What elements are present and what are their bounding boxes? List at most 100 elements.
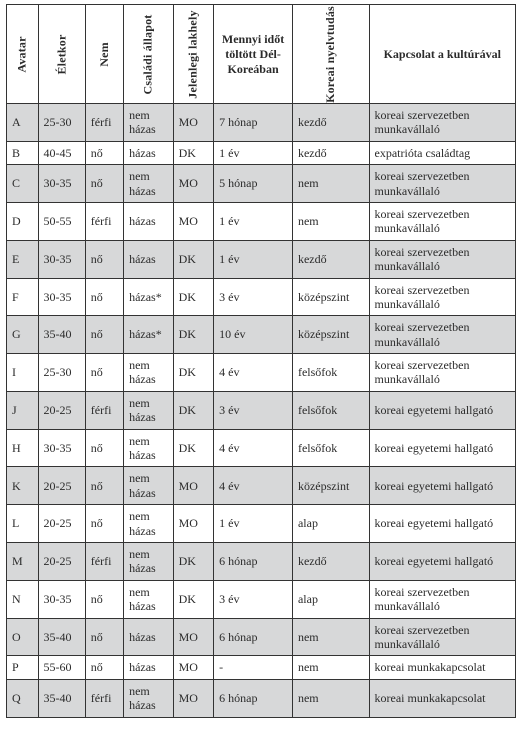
table-row: A25-30férfinem házasMO7 hónapkezdőkoreai… xyxy=(7,104,516,142)
table-cell: J xyxy=(7,391,39,429)
table-cell: nem xyxy=(292,165,369,203)
table-cell: felsőfok xyxy=(292,429,369,467)
table-row: M20-25férfinem házasDK6 hónapkezdőkoreai… xyxy=(7,542,516,580)
table-cell: 10 év xyxy=(214,316,293,354)
table-cell: 30-35 xyxy=(38,429,85,467)
column-header-label: Nem xyxy=(97,42,112,67)
table-cell: 3 év xyxy=(214,278,293,316)
table-cell: nem házas xyxy=(124,391,174,429)
table-cell: koreai szervezetben munkavállaló xyxy=(369,316,515,354)
table-cell: 55-60 xyxy=(38,656,85,679)
table-cell: nem házas xyxy=(124,542,174,580)
table-body: A25-30férfinem házasMO7 hónapkezdőkoreai… xyxy=(7,104,516,718)
table-cell: felsőfok xyxy=(292,391,369,429)
table-cell: H xyxy=(7,429,39,467)
table-cell: nem házas xyxy=(124,165,174,203)
table-cell: DK xyxy=(173,240,214,278)
table-cell: nő xyxy=(85,354,123,392)
table-cell: - xyxy=(214,656,293,679)
table-row: K20-25nőnem házasMO4 évközépszintkoreai … xyxy=(7,467,516,505)
table-cell: nem házas xyxy=(124,679,174,717)
table-cell: nő xyxy=(85,165,123,203)
data-table: AvatarÉletkor Nem Családi állapot Jelenlegi… xyxy=(6,4,516,718)
table-cell: nő xyxy=(85,505,123,543)
column-header-label: Kapcsolat a kultúrával xyxy=(375,45,510,64)
table-cell: kezdő xyxy=(292,240,369,278)
table-row: F30-35nőházas*DK3 évközépszintkoreai sze… xyxy=(7,278,516,316)
table-cell: koreai szervezetben munkavállaló xyxy=(369,202,515,240)
column-header-4: Jelenlegi lakhely xyxy=(173,5,214,104)
table-cell: 50-55 xyxy=(38,202,85,240)
table-cell: felsőfok xyxy=(292,354,369,392)
table-cell: koreai szervezetben munkavállaló xyxy=(369,354,515,392)
table-cell: MO xyxy=(173,679,214,717)
table-cell: 35-40 xyxy=(38,679,85,717)
table-cell: DK xyxy=(173,278,214,316)
header-row: AvatarÉletkor Nem Családi állapot Jelenlegi… xyxy=(7,5,516,104)
table-cell: 20-25 xyxy=(38,391,85,429)
table-cell: nem xyxy=(292,618,369,656)
table-row: H30-35nőnem házasDK4 évfelsőfokkoreai eg… xyxy=(7,429,516,467)
table-cell: koreai szervezetben munkavállaló xyxy=(369,240,515,278)
table-cell: 3 év xyxy=(214,391,293,429)
column-header-label: Családi állapot xyxy=(141,14,156,94)
column-header-7: Kapcsolat a kultúrával xyxy=(369,5,515,104)
table-cell: kezdő xyxy=(292,104,369,142)
column-header-6: Koreai nyelvtudás xyxy=(292,5,369,104)
table-cell: DK xyxy=(173,354,214,392)
table-cell: nem xyxy=(292,202,369,240)
table-cell: koreai egyetemi hallgató xyxy=(369,505,515,543)
table-cell: 6 hónap xyxy=(214,542,293,580)
table-cell: 1 év xyxy=(214,141,293,164)
column-header-2: Nem xyxy=(85,5,123,104)
table-cell: nő xyxy=(85,316,123,354)
column-header-label: Mennyi időt töltött Dél-Koreában xyxy=(219,30,287,79)
table-cell: férfi xyxy=(85,202,123,240)
table-cell: C xyxy=(7,165,39,203)
table-cell: házas xyxy=(124,240,174,278)
table-cell: 1 év xyxy=(214,240,293,278)
column-header-5: Mennyi időt töltött Dél-Koreában xyxy=(214,5,293,104)
page: AvatarÉletkor Nem Családi állapot Jelenlegi… xyxy=(0,0,522,738)
table-cell: MO xyxy=(173,104,214,142)
table-row: I25-30nőnem házasDK4 évfelsőfokkoreai sz… xyxy=(7,354,516,392)
table-cell: nő xyxy=(85,580,123,618)
table-cell: nem xyxy=(292,656,369,679)
table-cell: 1 év xyxy=(214,505,293,543)
table-cell: 4 év xyxy=(214,467,293,505)
column-header-0: Avatar xyxy=(7,5,39,104)
table-row: P55-60nőházasMO-nemkoreai munkakapcsolat xyxy=(7,656,516,679)
column-header-1: Életkor xyxy=(38,5,85,104)
table-cell: MO xyxy=(173,618,214,656)
table-cell: 20-25 xyxy=(38,542,85,580)
table-row: Q35-40férfinem házasMO6 hónapnemkoreai m… xyxy=(7,679,516,717)
table-cell: férfi xyxy=(85,542,123,580)
table-cell: DK xyxy=(173,429,214,467)
table-cell: középszint xyxy=(292,278,369,316)
table-cell: 40-45 xyxy=(38,141,85,164)
table-cell: 30-35 xyxy=(38,580,85,618)
table-cell: koreai egyetemi hallgató xyxy=(369,391,515,429)
table-cell: koreai egyetemi hallgató xyxy=(369,467,515,505)
table-cell: nő xyxy=(85,618,123,656)
table-cell: M xyxy=(7,542,39,580)
table-cell: koreai szervezetben munkavállaló xyxy=(369,278,515,316)
table-cell: nem xyxy=(292,679,369,717)
table-cell: középszint xyxy=(292,316,369,354)
table-cell: nő xyxy=(85,240,123,278)
table-cell: DK xyxy=(173,391,214,429)
table-cell: koreai munkakapcsolat xyxy=(369,656,515,679)
table-cell: 35-40 xyxy=(38,316,85,354)
table-cell: házas xyxy=(124,656,174,679)
table-cell: 30-35 xyxy=(38,278,85,316)
table-cell: férfi xyxy=(85,391,123,429)
table-cell: MO xyxy=(173,505,214,543)
table-cell: B xyxy=(7,141,39,164)
table-cell: koreai szervezetben munkavállaló xyxy=(369,580,515,618)
table-row: N30-35nőnem házasDK3 évalapkoreai szerve… xyxy=(7,580,516,618)
table-cell: 3 év xyxy=(214,580,293,618)
table-cell: kezdő xyxy=(292,141,369,164)
table-cell: középszint xyxy=(292,467,369,505)
table-cell: koreai szervezetben munkavállaló xyxy=(369,618,515,656)
table-cell: alap xyxy=(292,505,369,543)
